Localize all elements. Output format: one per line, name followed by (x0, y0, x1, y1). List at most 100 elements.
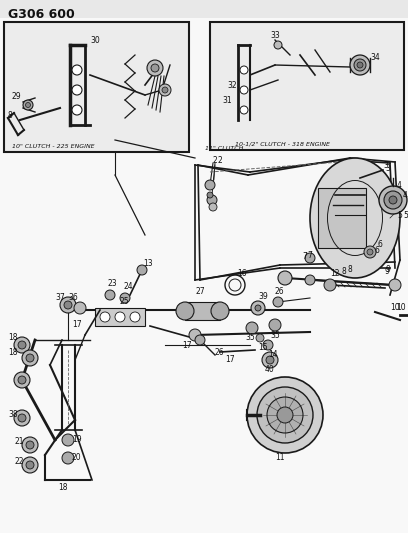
Circle shape (26, 354, 34, 362)
Text: 14: 14 (268, 351, 277, 359)
Circle shape (14, 372, 30, 388)
Circle shape (23, 100, 33, 110)
Circle shape (14, 337, 30, 353)
Circle shape (240, 66, 248, 74)
Circle shape (195, 335, 205, 345)
Circle shape (389, 196, 397, 204)
Circle shape (205, 180, 215, 190)
Circle shape (247, 377, 323, 453)
Text: 8: 8 (348, 265, 353, 274)
Circle shape (72, 85, 82, 95)
Text: 8: 8 (342, 268, 347, 277)
Text: 7: 7 (302, 252, 307, 261)
Circle shape (263, 340, 273, 350)
Circle shape (120, 293, 130, 303)
Text: 24: 24 (124, 282, 134, 292)
Circle shape (26, 461, 34, 469)
Circle shape (105, 290, 115, 300)
Text: 25: 25 (120, 297, 130, 306)
Text: 22: 22 (15, 457, 24, 466)
Circle shape (367, 249, 373, 255)
Circle shape (189, 329, 201, 341)
Text: 19: 19 (72, 435, 82, 445)
Text: 18: 18 (8, 349, 18, 358)
Bar (4, 22, 189, 152)
Circle shape (25, 102, 31, 108)
Circle shape (14, 410, 30, 426)
Text: 26: 26 (275, 287, 285, 296)
Circle shape (273, 297, 283, 307)
Bar (95, 308, 145, 326)
Text: G306 600: G306 600 (8, 7, 75, 20)
Circle shape (162, 87, 168, 93)
Circle shape (18, 414, 26, 422)
Text: 30: 30 (90, 36, 100, 44)
Circle shape (211, 302, 229, 320)
Circle shape (115, 312, 125, 322)
Text: 39: 39 (258, 293, 268, 302)
Circle shape (324, 279, 336, 291)
Circle shape (266, 356, 274, 364)
Circle shape (26, 441, 34, 449)
Circle shape (18, 376, 26, 384)
Text: 38: 38 (8, 410, 18, 419)
Text: 18: 18 (8, 334, 18, 343)
Circle shape (60, 297, 76, 313)
Circle shape (350, 55, 370, 75)
Text: 6: 6 (375, 246, 380, 254)
Circle shape (159, 84, 171, 96)
Circle shape (22, 437, 38, 453)
Circle shape (251, 301, 265, 315)
Text: 35: 35 (270, 332, 280, 341)
Text: 5: 5 (397, 211, 402, 220)
Circle shape (240, 106, 248, 114)
Text: 27: 27 (196, 287, 206, 296)
Circle shape (74, 302, 86, 314)
Text: 36: 36 (68, 294, 78, 303)
Circle shape (274, 41, 282, 49)
Circle shape (62, 452, 74, 464)
Text: 18: 18 (58, 483, 67, 492)
Circle shape (207, 195, 217, 205)
Text: 9: 9 (385, 268, 390, 277)
Text: 8: 8 (8, 110, 13, 119)
Text: 33: 33 (270, 30, 280, 39)
Text: 34: 34 (370, 53, 380, 61)
Circle shape (305, 275, 315, 285)
Circle shape (130, 312, 140, 322)
Text: 10" CLUTCH - 225 ENGINE: 10" CLUTCH - 225 ENGINE (12, 143, 95, 149)
Text: 31: 31 (222, 95, 232, 104)
Circle shape (364, 246, 376, 258)
Text: 17: 17 (182, 342, 192, 351)
Text: 35: 35 (245, 334, 255, 343)
Circle shape (22, 350, 38, 366)
Circle shape (72, 105, 82, 115)
Text: 10: 10 (390, 303, 399, 312)
Circle shape (256, 334, 264, 342)
Text: 5: 5 (403, 211, 408, 220)
Text: 23: 23 (108, 279, 118, 288)
Circle shape (176, 302, 194, 320)
Text: 17: 17 (72, 320, 82, 329)
Ellipse shape (310, 158, 400, 278)
Text: 37: 37 (55, 294, 65, 303)
Text: 6: 6 (378, 239, 383, 248)
Circle shape (147, 60, 163, 76)
Text: 3: 3 (383, 160, 388, 169)
Text: 12: 12 (330, 270, 339, 279)
Text: 2: 2 (218, 156, 223, 165)
Text: 7: 7 (307, 251, 312, 260)
Circle shape (354, 59, 366, 71)
Text: 26: 26 (215, 349, 225, 358)
Circle shape (22, 457, 38, 473)
Text: 4: 4 (403, 190, 408, 199)
Text: 29: 29 (12, 92, 22, 101)
Text: 32: 32 (227, 80, 237, 90)
Circle shape (62, 434, 74, 446)
Text: 2: 2 (213, 156, 218, 165)
Text: 3: 3 (385, 164, 390, 173)
Circle shape (384, 191, 402, 209)
Text: 10: 10 (396, 303, 406, 312)
Circle shape (278, 271, 292, 285)
Circle shape (246, 322, 258, 334)
